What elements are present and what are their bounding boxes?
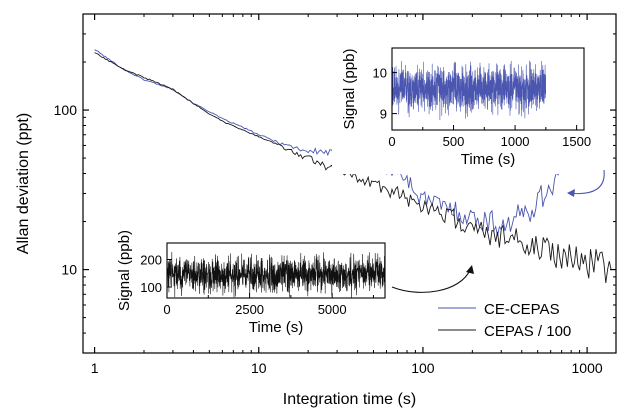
inset-x-tick-label: 2500 <box>235 302 264 317</box>
inset-x-tick-label: 1500 <box>562 134 591 149</box>
inset-frame <box>166 242 386 299</box>
plot-frame <box>82 13 617 354</box>
inset-x-tick-label: 5000 <box>318 302 347 317</box>
inset-x-tick-label: 1000 <box>501 134 530 149</box>
legend-label: CEPAS / 100 <box>484 323 571 340</box>
x-tick-label: 100 <box>411 360 435 376</box>
series-line-cepas <box>94 52 612 283</box>
inset-x-axis-title: Time (s) <box>249 319 303 336</box>
y-tick-label: 10 <box>61 262 77 278</box>
series-line-ce-cepas <box>94 49 563 236</box>
inset-y-tick-label: 9 <box>380 107 387 122</box>
x-axis-title: Integration time (s) <box>283 391 416 408</box>
inset-y-axis-title: Signal (ppb) <box>341 49 358 130</box>
inset-bottom-time-series: 0 2500 5000 100 200 Time (s) Signal (ppb) <box>107 230 393 342</box>
arrowhead-bottom-inset <box>466 265 474 274</box>
inset-signal-line <box>392 60 547 121</box>
inset-x-tick-label: 0 <box>388 134 395 149</box>
inset-y-tick-label: 10 <box>373 66 387 81</box>
x-tick-label: 10 <box>251 360 267 376</box>
inset-background <box>332 42 592 174</box>
inset-x-tick-label: 500 <box>443 134 465 149</box>
y-tick-label: 100 <box>54 102 78 118</box>
x-tick-label: 1 <box>91 360 99 376</box>
inset-x-axis-title: Time (s) <box>461 151 515 168</box>
inset-x-tick-label: 0 <box>163 302 170 317</box>
x-tick-label: 1000 <box>572 360 603 376</box>
arrowhead-top-inset <box>567 189 575 197</box>
inset-frame <box>391 47 585 131</box>
legend: CE-CEPAS CEPAS / 100 <box>438 301 571 340</box>
inset-y-axis-title: Signal (ppb) <box>116 230 133 311</box>
legend-label: CE-CEPAS <box>484 301 560 318</box>
arrow-bottom-inset <box>391 269 471 293</box>
y-axis-title: Allan deviation (ppt) <box>15 113 32 254</box>
inset-arrows <box>391 169 605 293</box>
inset-top-time-series: 0 500 1000 1500 9 10 Time (s) Signal (ppb) <box>332 42 592 174</box>
inset-y-tick-label: 200 <box>140 253 162 268</box>
inset-signal-line <box>167 251 385 298</box>
inset-y-tick-label: 100 <box>140 280 162 295</box>
